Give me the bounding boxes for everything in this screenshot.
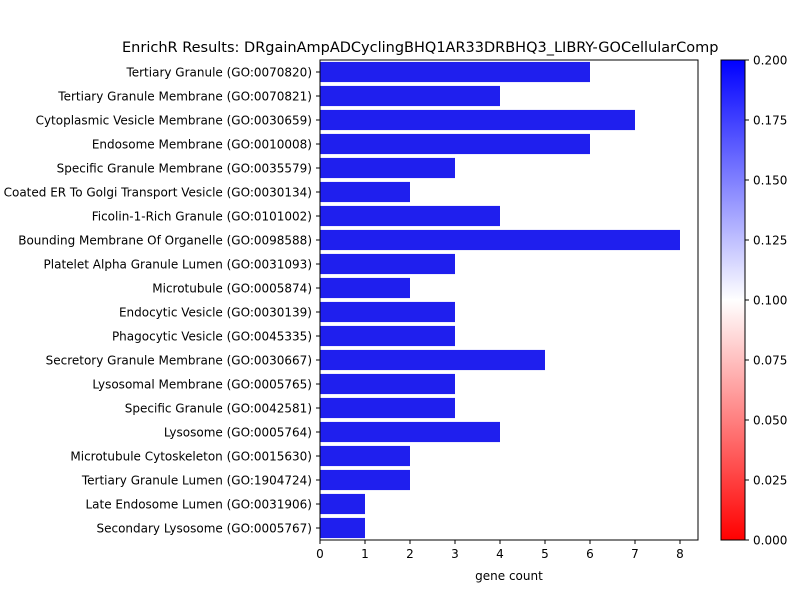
y-tick-label: Specific Granule (GO:0042581) <box>125 402 312 416</box>
bar <box>320 85 500 107</box>
y-tick-label: Secondary Lysosome (GO:0005767) <box>96 522 312 536</box>
colorbar-tick-label: 0.025 <box>753 474 787 488</box>
bar <box>320 325 455 347</box>
y-tick-label: Phagocytic Vesicle (GO:0045335) <box>112 330 312 344</box>
x-tick-label: 0 <box>316 547 324 561</box>
colorbar-tick-label: 0.200 <box>753 54 787 68</box>
colorbar-tick-label: 0.000 <box>753 534 787 548</box>
y-tick-label: Tertiary Granule Lumen (GO:1904724) <box>81 474 312 488</box>
y-tick-label: Specific Granule Membrane (GO:0035579) <box>57 162 312 176</box>
bar <box>320 493 365 515</box>
y-tick-label: Cytoplasmic Vesicle Membrane (GO:0030659… <box>36 114 312 128</box>
bar <box>320 277 410 299</box>
y-tick-label: Platelet Alpha Granule Lumen (GO:0031093… <box>44 258 312 272</box>
bar <box>320 421 500 443</box>
bar <box>320 157 455 179</box>
x-tick-label: 4 <box>496 547 504 561</box>
x-tick-label: 6 <box>586 547 594 561</box>
bar <box>320 109 635 131</box>
bar <box>320 253 455 275</box>
bar <box>320 301 455 323</box>
colorbar-tick-label: 0.075 <box>753 354 787 368</box>
y-tick-label: Coated ER To Golgi Transport Vesicle (GO… <box>4 186 312 200</box>
x-tick-label: 1 <box>361 547 369 561</box>
x-tick-label: 2 <box>406 547 414 561</box>
y-tick-labels: Tertiary Granule (GO:0070820) Tertiary Gr… <box>4 66 320 536</box>
x-axis-label: gene count <box>475 569 543 583</box>
bars-layer <box>320 61 680 539</box>
bar <box>320 61 590 83</box>
y-tick-label: Secretory Granule Membrane (GO:0030667) <box>46 354 312 368</box>
colorbar-gradient <box>721 60 745 540</box>
x-tick-label: 8 <box>676 547 684 561</box>
bar <box>320 229 680 251</box>
chart-title: EnrichR Results: DRgainAmpADCyclingBHQ1A… <box>122 40 718 56</box>
bar <box>320 133 590 155</box>
y-tick-label: Late Endosome Lumen (GO:0031906) <box>85 498 312 512</box>
colorbar-tick-label: 0.125 <box>753 234 787 248</box>
y-tick-label: Tertiary Granule (GO:0070820) <box>125 66 312 80</box>
x-tick-label: 3 <box>451 547 459 561</box>
y-tick-label: Lysosome (GO:0005764) <box>164 426 312 440</box>
bar <box>320 397 455 419</box>
bar <box>320 349 545 371</box>
plot-frame <box>319 59 699 541</box>
bar <box>320 445 410 467</box>
x-axis: 0 1 2 3 4 5 6 7 8 <box>316 540 684 561</box>
colorbar-tick-label: 0.175 <box>753 114 787 128</box>
y-tick-label: Endosome Membrane (GO:0010008) <box>92 138 312 152</box>
x-tick-label: 7 <box>631 547 639 561</box>
y-tick-label: Bounding Membrane Of Organelle (GO:00985… <box>18 234 312 248</box>
bar <box>320 181 410 203</box>
y-tick-label: Tertiary Granule Membrane (GO:0070821) <box>57 90 312 104</box>
bar <box>320 205 500 227</box>
bar <box>320 469 410 491</box>
y-tick-label: Microtubule (GO:0005874) <box>152 282 312 296</box>
y-tick-label: Microtubule Cytoskeleton (GO:0015630) <box>70 450 312 464</box>
bar <box>320 373 455 395</box>
y-tick-label: Endocytic Vesicle (GO:0030139) <box>119 306 312 320</box>
colorbar-tick-label: 0.150 <box>753 174 787 188</box>
bar <box>320 517 365 539</box>
colorbar-tick-label: 0.050 <box>753 414 787 428</box>
y-tick-label: Lysosomal Membrane (GO:0005765) <box>92 378 312 392</box>
colorbar-tick-label: 0.100 <box>753 294 787 308</box>
y-tick-label: Ficolin-1-Rich Granule (GO:0101002) <box>92 210 312 224</box>
x-tick-label: 5 <box>541 547 549 561</box>
colorbar: 0.000 0.025 0.050 0.075 0.100 0.125 0.150 0.175… <box>720 54 787 548</box>
